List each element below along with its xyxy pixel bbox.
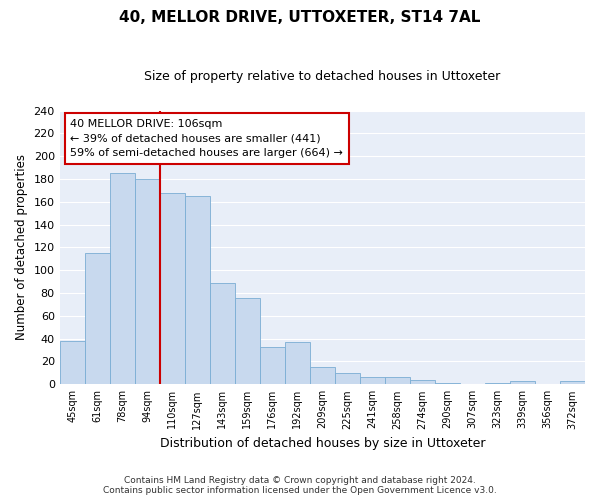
Bar [110,174,135,384]
Bar [85,253,110,384]
Bar [485,383,510,384]
X-axis label: Distribution of detached houses by size in Uttoxeter: Distribution of detached houses by size … [160,437,485,450]
Text: Contains HM Land Registry data © Crown copyright and database right 2024.
Contai: Contains HM Land Registry data © Crown c… [103,476,497,495]
Text: 40 MELLOR DRIVE: 106sqm
← 39% of detached houses are smaller (441)
59% of semi-d: 40 MELLOR DRIVE: 106sqm ← 39% of detache… [70,119,343,158]
Text: 40, MELLOR DRIVE, UTTOXETER, ST14 7AL: 40, MELLOR DRIVE, UTTOXETER, ST14 7AL [119,10,481,25]
Bar [135,179,160,384]
Title: Size of property relative to detached houses in Uttoxeter: Size of property relative to detached ho… [144,70,500,83]
Bar [510,381,535,384]
Bar [210,283,235,384]
Bar [435,383,460,384]
Bar [560,381,585,384]
Bar [260,346,285,385]
Bar [160,192,185,384]
Bar [410,380,435,384]
Bar [59,341,85,384]
Bar [335,373,360,384]
Bar [285,342,310,384]
Bar [310,367,335,384]
Bar [360,378,385,384]
Bar [235,298,260,384]
Bar [385,378,410,384]
Y-axis label: Number of detached properties: Number of detached properties [15,154,28,340]
Bar [185,196,210,384]
